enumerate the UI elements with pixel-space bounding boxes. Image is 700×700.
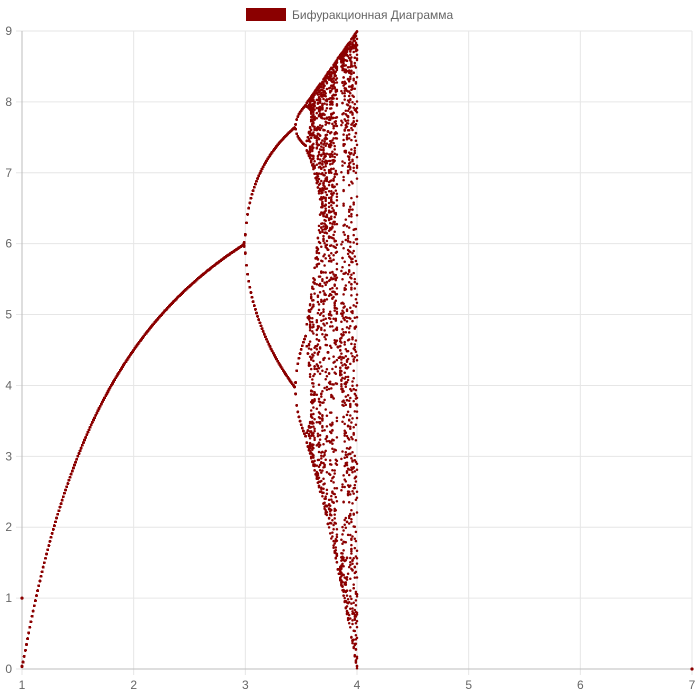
data-point bbox=[76, 455, 80, 458]
data-point bbox=[58, 505, 62, 509]
data-point bbox=[86, 431, 90, 434]
data-point bbox=[60, 498, 64, 502]
data-point bbox=[103, 396, 106, 399]
y-tick-label: 9 bbox=[5, 24, 12, 38]
x-tick-label: 3 bbox=[242, 678, 249, 692]
legend[interactable]: Бифуракционная Диаграмма bbox=[246, 8, 454, 22]
data-points bbox=[20, 29, 694, 671]
data-point bbox=[44, 557, 47, 560]
data-point bbox=[63, 492, 66, 495]
data-point bbox=[55, 516, 58, 520]
data-point bbox=[37, 584, 40, 588]
data-point bbox=[39, 575, 43, 578]
data-point bbox=[28, 626, 32, 629]
data-point bbox=[88, 426, 92, 429]
data-point bbox=[73, 463, 76, 467]
data-point bbox=[71, 469, 74, 473]
data-point bbox=[96, 409, 100, 413]
data-point bbox=[25, 643, 28, 646]
data-point bbox=[72, 466, 75, 470]
data-point bbox=[41, 565, 45, 569]
data-point bbox=[92, 418, 95, 422]
data-point bbox=[100, 402, 103, 406]
y-tick-label: 3 bbox=[5, 449, 12, 463]
data-point bbox=[66, 482, 70, 485]
y-tick-label: 0 bbox=[5, 662, 12, 676]
y-axis-ticks: 0 1 2 3 4 5 6 7 8 9 bbox=[5, 24, 12, 676]
y-tick-label: 1 bbox=[5, 591, 12, 605]
y-tick-label: 8 bbox=[5, 95, 12, 109]
data-point bbox=[84, 436, 87, 439]
data-point bbox=[53, 524, 56, 527]
data-point bbox=[87, 428, 91, 431]
x-tick-label: 5 bbox=[465, 678, 472, 692]
data-point bbox=[36, 589, 39, 592]
data-point bbox=[85, 433, 89, 437]
data-point bbox=[97, 407, 101, 410]
data-point bbox=[95, 411, 99, 415]
data-point bbox=[43, 561, 46, 564]
data-point bbox=[64, 488, 67, 492]
data-point bbox=[52, 528, 55, 531]
data-point bbox=[31, 609, 35, 613]
data-point bbox=[67, 479, 71, 482]
data-point bbox=[54, 520, 57, 524]
x-tick-label: 6 bbox=[577, 678, 584, 692]
data-point bbox=[94, 414, 97, 417]
data-point bbox=[29, 620, 33, 623]
data-point bbox=[47, 544, 51, 547]
data-point bbox=[48, 540, 52, 543]
data-point bbox=[20, 665, 24, 668]
data-point bbox=[93, 416, 96, 419]
data-point bbox=[79, 446, 83, 450]
data-point bbox=[22, 655, 26, 658]
legend-label: Бифуракционная Диаграмма bbox=[292, 8, 454, 22]
data-point bbox=[98, 405, 102, 408]
data-point bbox=[33, 604, 36, 608]
data-point bbox=[57, 509, 61, 512]
y-tick-label: 5 bbox=[5, 308, 12, 322]
x-tick-label: 1 bbox=[19, 678, 26, 692]
data-point bbox=[62, 495, 65, 498]
data-point bbox=[91, 421, 94, 424]
data-point bbox=[82, 441, 85, 444]
data-point bbox=[46, 548, 49, 551]
data-point bbox=[78, 449, 82, 452]
data-point bbox=[40, 570, 44, 573]
data-point bbox=[74, 460, 77, 464]
data-point bbox=[45, 552, 48, 556]
y-tick-label: 2 bbox=[5, 520, 12, 534]
data-point bbox=[30, 615, 34, 618]
data-point bbox=[21, 660, 25, 664]
y-tick-label: 4 bbox=[5, 378, 12, 392]
x-axis-ticks: 1 2 3 4 5 6 7 bbox=[19, 678, 696, 692]
data-point bbox=[27, 631, 30, 635]
legend-swatch bbox=[246, 8, 286, 21]
data-point bbox=[49, 536, 53, 539]
data-point bbox=[75, 457, 78, 461]
data-point bbox=[34, 599, 37, 602]
data-point bbox=[89, 423, 93, 427]
y-tick-label: 7 bbox=[5, 166, 12, 180]
data-point bbox=[83, 438, 86, 442]
x-tick-label: 2 bbox=[130, 678, 137, 692]
x-tick-label: 7 bbox=[689, 678, 696, 692]
data-point bbox=[69, 472, 73, 476]
data-point bbox=[56, 513, 59, 516]
data-point bbox=[26, 637, 29, 640]
data-point bbox=[59, 502, 63, 505]
data-point bbox=[24, 649, 27, 652]
data-point bbox=[50, 532, 54, 535]
data-point bbox=[68, 475, 72, 479]
x-tick-label: 4 bbox=[354, 678, 361, 692]
data-point bbox=[38, 579, 42, 583]
data-point bbox=[65, 485, 68, 488]
y-tick-label: 6 bbox=[5, 237, 12, 251]
data-point bbox=[35, 594, 38, 597]
data-point bbox=[81, 444, 84, 447]
data-point bbox=[77, 452, 81, 455]
